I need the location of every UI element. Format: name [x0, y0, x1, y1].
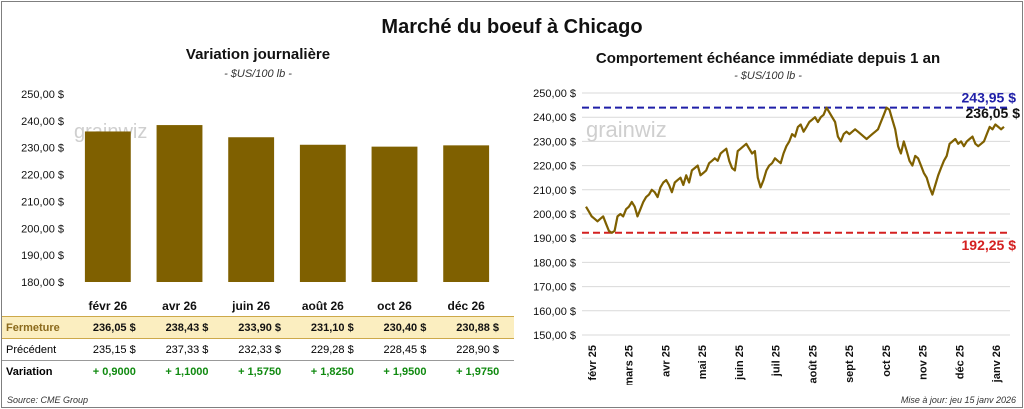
x-tick-label: févr 26	[88, 299, 127, 313]
x-tick-label: févr 25	[587, 345, 599, 380]
price-line	[585, 106, 1005, 234]
y-tick-label: 160,00 $	[533, 306, 576, 318]
table-cell: 230,40 $	[368, 316, 442, 339]
y-tick-label: 220,00 $	[533, 161, 576, 173]
line-chart: 250,00 $ 240,00 $ 230,00 $ 220,00 $ 210,00 $…	[533, 88, 1021, 385]
y-tick-label: 230,00 $	[21, 143, 64, 155]
y-tick-label: 190,00 $	[21, 250, 64, 262]
table-cell: + 1,8250	[295, 360, 369, 382]
x-tick-label: nov 25	[918, 345, 930, 380]
table-cell: + 0,9000	[78, 360, 151, 382]
y-tick-label: 240,00 $	[533, 112, 576, 124]
y-tick-label: 240,00 $	[21, 116, 64, 128]
table-cell: 235,15 $	[92, 343, 136, 356]
x-tick-label: avr 26	[162, 299, 197, 313]
x-tick-label: avr 25	[660, 345, 672, 377]
table-cell: 230,88 $	[441, 316, 514, 339]
row-label: Variation	[2, 360, 78, 382]
bar	[84, 131, 131, 282]
last-price-label: 236,05 $	[966, 105, 1021, 121]
table-row: Précédent 235,15 $ 237,33 $ 232,33 $ 229,28 …	[2, 339, 514, 361]
y-tick-label: 250,00 $	[533, 88, 576, 100]
table-row: Fermeture 236,05 $238,43 $233,90 $231,10 …	[2, 316, 514, 339]
table-cell: 231,10 $	[295, 316, 369, 339]
x-tick-label: oct 26	[377, 299, 412, 313]
reference-label: 192,25 $	[962, 237, 1017, 253]
x-tick-label: déc 26	[447, 299, 485, 313]
table-row: Variation + 0,9000 + 1,1000 + 1,5750 + 1,825…	[2, 360, 514, 382]
x-tick-label: sept 25	[844, 345, 856, 383]
source-note: Source: CME Group	[7, 395, 89, 405]
table-cell: + 1,9750	[441, 360, 514, 382]
y-tick-label: 210,00 $	[21, 196, 64, 208]
summary-table: Fermeture 236,05 $238,43 $233,90 $231,10 …	[2, 316, 514, 382]
y-tick-label: 150,00 $	[533, 330, 576, 342]
y-tick-label: 180,00 $	[533, 257, 576, 269]
bar	[371, 146, 418, 282]
y-tick-label: 190,00 $	[533, 233, 576, 245]
table-cell: + 1,9500	[368, 360, 442, 382]
y-tick-label: 250,00 $	[21, 89, 64, 101]
table-cell: 233,90 $	[223, 316, 296, 339]
bar	[443, 145, 490, 282]
bar	[299, 144, 346, 282]
y-tick-label: 210,00 $	[533, 185, 576, 197]
x-tick-label: mars 25	[624, 345, 636, 385]
left-chart-title: Variation journalière	[185, 46, 331, 63]
y-tick-label: 180,00 $	[21, 277, 64, 289]
bar	[228, 137, 275, 282]
x-tick-label: oct 25	[881, 345, 893, 377]
row-label: Précédent	[6, 343, 57, 356]
table-cell: 228,45 $	[383, 343, 427, 356]
table-cell: 229,28 $	[310, 343, 354, 356]
y-tick-label: 200,00 $	[21, 223, 64, 235]
bar	[156, 125, 203, 282]
table-cell: + 1,1000	[150, 360, 224, 382]
x-tick-label: juin 25	[734, 345, 746, 381]
bar-chart: grainwiz250,00 $240,00 $230,00 $220,00 $…	[21, 89, 490, 313]
page-title: Marché du boeuf à Chicago	[381, 16, 643, 38]
x-tick-label: déc 25	[954, 345, 966, 379]
right-chart-title: Comportement échéance immédiate depuis 1…	[595, 50, 941, 67]
y-tick-label: 230,00 $	[533, 136, 576, 148]
x-tick-label: août 25	[807, 345, 819, 384]
table-cell: + 1,5750	[223, 360, 296, 382]
right-chart-unit: - $US/100 lb -	[734, 70, 802, 82]
table-cell: 238,43 $	[150, 316, 224, 339]
row-label: Fermeture	[2, 316, 78, 339]
y-tick-label: 200,00 $	[533, 209, 576, 221]
table-cell: 232,33 $	[238, 343, 282, 356]
x-tick-label: juil 25	[771, 345, 783, 377]
watermark: grainwiz	[586, 117, 667, 142]
x-tick-label: juin 26	[231, 299, 270, 313]
x-tick-label: janv 26	[991, 345, 1003, 383]
table-cell: 237,33 $	[165, 343, 209, 356]
table-cell: 228,90 $	[456, 343, 500, 356]
left-chart-unit: - $US/100 lb -	[224, 68, 292, 80]
x-tick-label: mai 25	[697, 345, 709, 379]
update-note: Mise à jour: jeu 15 janv 2026	[900, 395, 1016, 405]
table-cell: 236,05 $	[78, 316, 151, 339]
reference-label: 243,95 $	[962, 90, 1017, 106]
y-tick-label: 220,00 $	[21, 170, 64, 182]
y-tick-label: 170,00 $	[533, 282, 576, 294]
x-tick-label: août 26	[302, 299, 344, 313]
